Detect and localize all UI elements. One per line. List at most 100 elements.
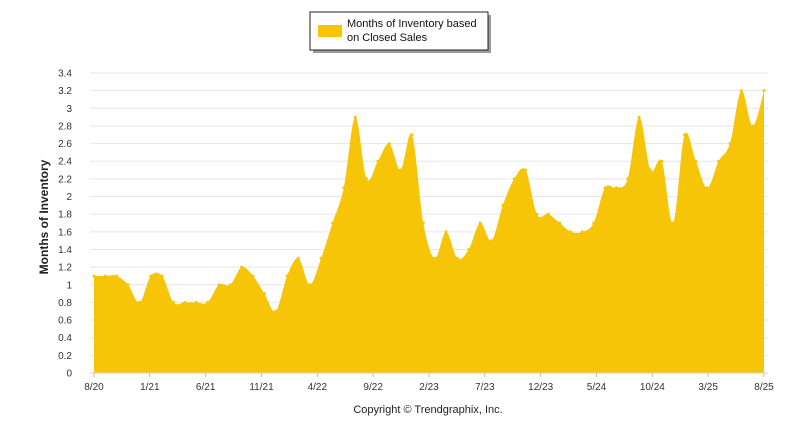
data-point (592, 221, 596, 225)
data-point (535, 212, 539, 216)
series-layer (92, 89, 766, 374)
x-tick-label: 11/21 (249, 382, 274, 393)
data-point (365, 177, 369, 181)
y-tick-label: 0.8 (58, 298, 72, 309)
data-point (194, 300, 198, 304)
data-point (467, 247, 471, 251)
legend-swatch (318, 25, 342, 37)
data-point (228, 283, 232, 287)
y-tick-label: 1 (66, 280, 72, 291)
data-point (478, 221, 482, 225)
data-point (137, 300, 141, 304)
data-point (569, 230, 573, 234)
data-point (558, 221, 562, 225)
data-point (217, 283, 221, 287)
legend-label-line1: Months of Inventory based (347, 18, 477, 30)
area-series-0 (94, 90, 764, 374)
y-axis-ticks: 0 0.2 0.4 0.6 0.8 1 1.2 1.4 1.6 1.8 2 2.2 2.4 2.6 2.8 3… (58, 69, 72, 380)
data-point (694, 159, 698, 163)
y-axis-title: Months of Inventory (37, 159, 51, 274)
data-point (149, 274, 153, 278)
y-tick-label: 2.2 (58, 174, 72, 185)
data-point (728, 142, 732, 146)
data-point (626, 177, 630, 181)
data-point (285, 274, 289, 278)
data-point (717, 159, 721, 163)
x-tick-label: 10/24 (640, 382, 665, 393)
data-point (92, 274, 96, 278)
data-point (160, 274, 164, 278)
data-point (206, 300, 210, 304)
y-tick-label: 2 (66, 192, 72, 203)
data-point (421, 221, 425, 225)
y-tick-label: 2.8 (58, 121, 72, 132)
x-tick-label: 8/20 (84, 382, 104, 393)
x-tick-label: 12/23 (528, 382, 553, 393)
gridlines (90, 72, 768, 374)
data-point (126, 283, 130, 287)
legend-label-line2: on Closed Sales (347, 32, 428, 44)
x-tick-label: 2/23 (419, 382, 439, 393)
x-tick-label: 8/25 (754, 382, 774, 393)
data-point (376, 159, 380, 163)
data-point (319, 256, 323, 260)
data-point (262, 292, 266, 296)
data-point (489, 239, 493, 243)
x-axis-ticks: 8/20 1/21 6/21 11/21 4/22 9/22 2/23 7/23 12/23 5/… (84, 373, 774, 393)
data-point (171, 300, 175, 304)
data-point (762, 89, 766, 93)
data-point (115, 274, 119, 278)
legend: Months of Inventory based on Closed Sale… (309, 11, 491, 53)
data-point (660, 159, 664, 163)
data-point (274, 309, 278, 313)
data-point (240, 265, 244, 269)
data-point (455, 256, 459, 260)
x-tick-label: 9/22 (363, 382, 383, 393)
y-tick-label: 0.4 (58, 333, 72, 344)
y-tick-label: 3.2 (58, 86, 72, 97)
data-point (501, 203, 505, 207)
data-point (399, 168, 403, 172)
data-point (353, 115, 357, 119)
data-point (183, 300, 187, 304)
data-point (614, 186, 618, 190)
data-point (410, 133, 414, 137)
y-tick-label: 1.2 (58, 263, 72, 274)
copyright: Copyright © Trendgraphix, Inc. (353, 404, 502, 416)
data-point (103, 274, 107, 278)
x-tick-label: 5/24 (587, 382, 607, 393)
x-tick-label: 7/23 (475, 382, 495, 393)
data-point (580, 230, 584, 234)
x-tick-label: 3/25 (698, 382, 718, 393)
y-tick-label: 3.4 (58, 69, 72, 80)
data-point (648, 168, 652, 172)
data-point (683, 133, 687, 137)
y-tick-label: 1.8 (58, 210, 72, 221)
y-tick-label: 1.6 (58, 227, 72, 238)
data-point (751, 124, 755, 128)
y-tick-label: 0.6 (58, 316, 72, 327)
data-point (603, 186, 607, 190)
data-point (546, 212, 550, 216)
data-point (433, 256, 437, 260)
y-tick-label: 2.4 (58, 157, 72, 168)
data-point (342, 186, 346, 190)
data-point (444, 230, 448, 234)
data-point (671, 221, 675, 225)
data-point (512, 177, 516, 181)
y-tick-label: 1.4 (58, 245, 72, 256)
x-tick-label: 1/21 (140, 382, 160, 393)
y-tick-label: 0 (66, 369, 72, 380)
data-point (524, 168, 528, 172)
data-point (296, 256, 300, 260)
data-point (330, 221, 334, 225)
data-point (387, 142, 391, 146)
x-tick-label: 6/21 (196, 382, 216, 393)
y-tick-label: 3 (66, 104, 72, 115)
data-point (637, 115, 641, 119)
data-point (251, 274, 255, 278)
x-tick-label: 4/22 (308, 382, 328, 393)
data-point (705, 186, 709, 190)
data-point (308, 283, 312, 287)
